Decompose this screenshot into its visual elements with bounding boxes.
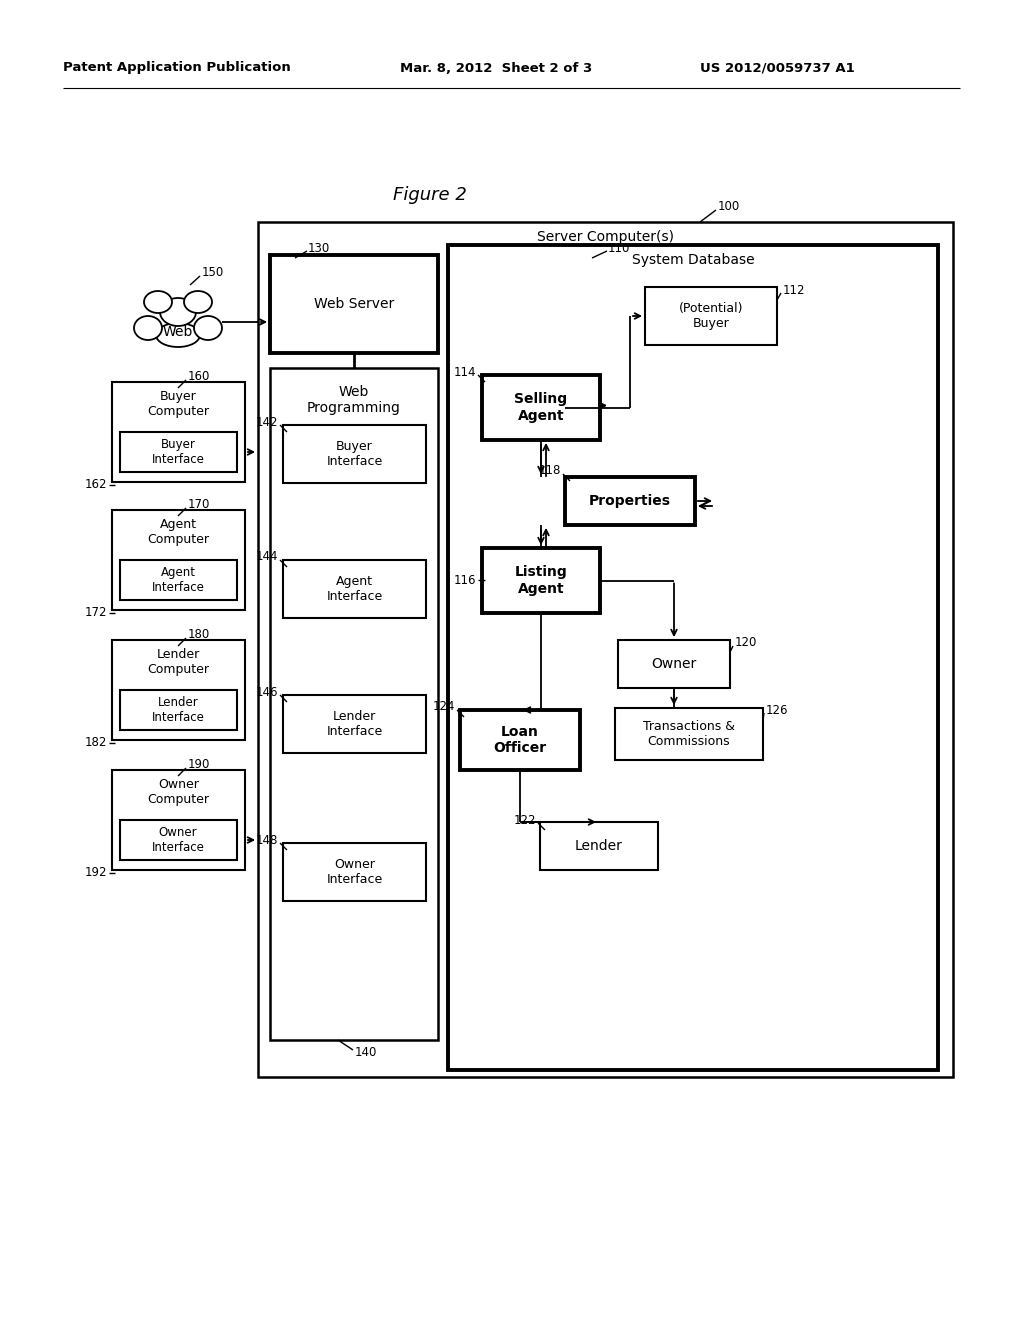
Ellipse shape [160, 298, 196, 326]
Text: 182: 182 [85, 737, 106, 750]
Bar [645, 286, 777, 345]
Text: 114: 114 [454, 366, 476, 379]
Text: US 2012/0059737 A1: US 2012/0059737 A1 [700, 62, 855, 74]
Text: 118: 118 [539, 465, 561, 478]
Text: Lender: Lender [575, 840, 623, 853]
Bar [112, 770, 245, 870]
Text: 126: 126 [766, 704, 788, 717]
Bar [120, 690, 237, 730]
Ellipse shape [194, 315, 222, 341]
Text: 124: 124 [432, 701, 455, 714]
Bar [283, 696, 426, 752]
Bar [283, 843, 426, 902]
Text: Transactions &
Commissions: Transactions & Commissions [643, 719, 735, 748]
Text: Owner
Interface: Owner Interface [327, 858, 383, 886]
Text: 142: 142 [256, 416, 278, 429]
Text: (Potential)
Buyer: (Potential) Buyer [679, 302, 743, 330]
Text: Buyer
Interface: Buyer Interface [327, 440, 383, 469]
Text: Mar. 8, 2012  Sheet 2 of 3: Mar. 8, 2012 Sheet 2 of 3 [400, 62, 592, 74]
Text: Web
Programming: Web Programming [307, 385, 401, 414]
Bar [540, 822, 658, 870]
Text: 146: 146 [256, 685, 278, 698]
Text: Server Computer(s): Server Computer(s) [537, 230, 674, 244]
Text: 116: 116 [454, 573, 476, 586]
Text: 140: 140 [355, 1047, 378, 1060]
Text: Owner: Owner [651, 657, 696, 671]
Text: Agent
Computer: Agent Computer [147, 517, 210, 546]
Bar [565, 477, 695, 525]
Text: Web Server: Web Server [314, 297, 394, 312]
Text: Figure 2: Figure 2 [393, 186, 467, 205]
Text: 144: 144 [256, 550, 278, 564]
Text: 100: 100 [718, 201, 740, 214]
Bar [112, 510, 245, 610]
Text: 112: 112 [783, 284, 806, 297]
Text: 192: 192 [85, 866, 106, 879]
Bar [270, 255, 438, 352]
Text: Buyer
Computer: Buyer Computer [147, 389, 210, 418]
Text: Lender
Computer: Lender Computer [147, 648, 210, 676]
Text: 120: 120 [735, 636, 758, 649]
Text: Listing
Agent: Listing Agent [515, 565, 567, 595]
Bar [120, 820, 237, 861]
Text: Owner
Interface: Owner Interface [152, 826, 205, 854]
Bar [283, 425, 426, 483]
Bar [283, 560, 426, 618]
Text: Loan
Officer: Loan Officer [494, 725, 547, 755]
Text: Web: Web [163, 325, 194, 339]
Ellipse shape [144, 290, 172, 313]
Bar [618, 640, 730, 688]
Bar [482, 375, 600, 440]
Text: 160: 160 [188, 371, 210, 384]
Bar [460, 710, 580, 770]
Text: 148: 148 [256, 833, 278, 846]
Text: 110: 110 [608, 242, 631, 255]
Bar [615, 708, 763, 760]
Text: 122: 122 [513, 813, 536, 826]
Text: Agent
Interface: Agent Interface [152, 566, 205, 594]
Text: 172: 172 [85, 606, 106, 619]
Text: 162: 162 [85, 479, 106, 491]
Bar [112, 381, 245, 482]
Text: Lender
Interface: Lender Interface [152, 696, 205, 723]
Bar [270, 368, 438, 1040]
Text: Lender
Interface: Lender Interface [327, 710, 383, 738]
Text: 170: 170 [188, 499, 210, 511]
Bar [258, 222, 953, 1077]
Text: 150: 150 [202, 267, 224, 280]
Bar [449, 246, 938, 1071]
Bar [120, 560, 237, 601]
Text: 190: 190 [188, 759, 210, 771]
Bar [112, 640, 245, 741]
Text: 180: 180 [188, 628, 210, 642]
Text: Buyer
Interface: Buyer Interface [152, 438, 205, 466]
Bar [120, 432, 237, 473]
Text: Patent Application Publication: Patent Application Publication [63, 62, 291, 74]
Bar [482, 548, 600, 612]
Ellipse shape [134, 315, 162, 341]
Ellipse shape [184, 290, 212, 313]
Text: Selling
Agent: Selling Agent [514, 392, 567, 422]
Text: Agent
Interface: Agent Interface [327, 576, 383, 603]
Ellipse shape [156, 323, 200, 347]
Text: Properties: Properties [589, 494, 671, 508]
Text: 130: 130 [308, 242, 331, 255]
Text: System Database: System Database [632, 253, 755, 267]
Text: Owner
Computer: Owner Computer [147, 777, 210, 807]
